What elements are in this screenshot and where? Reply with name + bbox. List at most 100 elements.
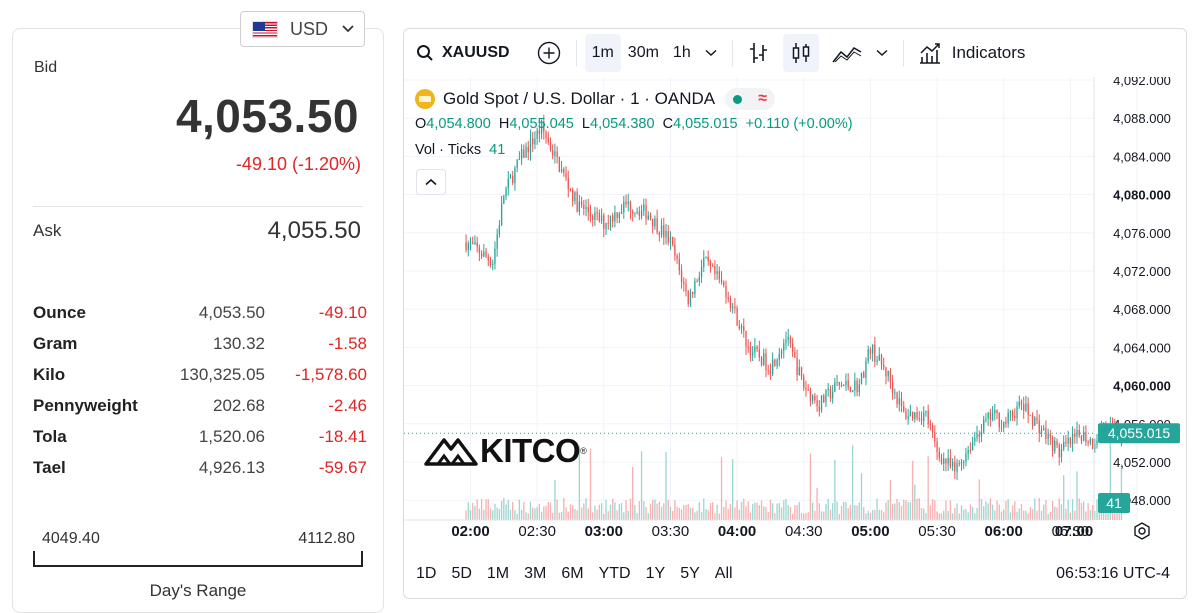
candle-body — [980, 431, 983, 437]
x-tick-label: 05:30 — [918, 523, 956, 540]
volume-bar — [938, 513, 940, 520]
price-chart[interactable]: 4,092.000 4,088.000 4,084.000 4,080.000 4,07… — [404, 77, 1187, 557]
chevron-down-icon — [705, 49, 717, 57]
volume-bar — [878, 509, 880, 520]
x-tick-label: 06:30 — [1052, 523, 1090, 540]
volume-bar — [1065, 508, 1067, 520]
volume-bar — [958, 513, 960, 520]
candle-body — [1011, 411, 1014, 417]
candle-body — [534, 138, 536, 145]
area-style-button[interactable] — [825, 34, 869, 72]
candle-body — [820, 395, 823, 411]
candle-body — [525, 146, 527, 158]
y-tick-label: 4,068.000 — [1113, 302, 1171, 317]
volume-bar — [692, 507, 694, 520]
volume-bar — [634, 505, 636, 520]
candle-body — [503, 196, 505, 204]
volume-bar — [925, 513, 927, 520]
ask-value: 4,055.50 — [267, 217, 361, 244]
volume-bar — [1116, 512, 1118, 520]
candle-body — [796, 357, 798, 376]
indicators-label: Indicators — [951, 43, 1026, 62]
timeframe-1m[interactable]: 1M — [486, 565, 510, 582]
volume-bar — [891, 504, 894, 520]
interval-1m[interactable]: 1m — [584, 34, 621, 72]
volume-bar — [656, 503, 658, 520]
volume-bar — [756, 502, 758, 520]
timeframe-ytd[interactable]: YTD — [598, 565, 631, 582]
volume-bar — [743, 498, 745, 520]
high-label: H — [498, 116, 510, 132]
candle-body — [636, 211, 638, 213]
chart-type-dropdown[interactable] — [869, 34, 895, 72]
candle-body — [894, 392, 896, 394]
collapse-legend-button[interactable] — [416, 169, 446, 195]
toolbar-separator — [902, 40, 904, 66]
volume-bar — [914, 484, 916, 520]
volume-bar — [627, 510, 629, 520]
market-open-dot-icon — [733, 94, 743, 104]
volume-bar — [854, 505, 856, 520]
candle-body — [507, 178, 509, 188]
volume-bar — [696, 510, 698, 520]
candles-style-button[interactable] — [782, 34, 819, 72]
currency-selector[interactable]: USD — [240, 11, 365, 47]
volume-bar — [767, 511, 769, 520]
volume-bar — [716, 504, 718, 520]
volume-bar — [654, 499, 656, 520]
unit-price: 202.68 — [213, 395, 265, 415]
timeframe-3m[interactable]: 3M — [524, 565, 547, 582]
interval-30m[interactable]: 30m — [627, 44, 659, 61]
interval-dropdown[interactable] — [698, 34, 724, 72]
volume-bar — [652, 500, 654, 520]
bid-value: 4,053.50 — [175, 90, 359, 142]
timeframe-5y[interactable]: 5Y — [680, 565, 700, 582]
candle-body — [1089, 439, 1092, 444]
volume-bar — [512, 502, 514, 520]
candle-body — [658, 232, 661, 236]
candle-body — [1034, 417, 1036, 426]
volume-bar — [669, 506, 672, 520]
bar-style-button[interactable] — [741, 34, 777, 72]
volume-bar — [860, 473, 863, 520]
candle-body — [756, 346, 758, 350]
indicators-button[interactable]: Indicators — [918, 42, 1026, 64]
timeframe-5d[interactable]: 5D — [451, 565, 472, 582]
volume-bar — [760, 500, 763, 520]
bars-style-icon — [749, 43, 767, 63]
candle-body — [920, 418, 923, 422]
timeframe-6m[interactable]: 6M — [561, 565, 584, 582]
timeframe-1y[interactable]: 1Y — [645, 565, 666, 582]
volume-bar — [667, 500, 669, 520]
symbol-search[interactable]: XAUUSD — [416, 44, 510, 62]
volume-bar — [518, 499, 521, 520]
volume-bar — [731, 459, 734, 520]
volume-bar — [856, 505, 858, 520]
y-tick-label: 4,060.000 — [1113, 379, 1171, 394]
candle-body — [1045, 428, 1047, 439]
volume-bar — [487, 499, 489, 520]
chart-settings-icon[interactable] — [1134, 522, 1150, 540]
compare-button[interactable] — [530, 34, 568, 72]
candle-body — [923, 412, 925, 422]
change-value: +0.110 (+0.00%) — [745, 116, 853, 132]
market-status-pill[interactable]: ≈ — [725, 88, 776, 110]
candle-body — [849, 387, 852, 392]
unit-name: Gram — [33, 333, 78, 353]
candle-body — [1094, 444, 1096, 450]
candle-body — [547, 138, 549, 142]
divider — [33, 206, 363, 207]
volume-bar — [783, 500, 785, 520]
candle-body — [1065, 442, 1067, 444]
y-tick-label: 4,088.000 — [1113, 111, 1171, 126]
timeframe-1d[interactable]: 1D — [416, 565, 437, 582]
candle-body — [674, 244, 676, 256]
interval-1h[interactable]: 1h — [672, 44, 691, 61]
volume-bar — [594, 505, 596, 520]
candle-body — [538, 130, 541, 134]
timeframe-all[interactable]: All — [714, 565, 733, 582]
candle-body — [816, 400, 818, 407]
candle-body — [851, 390, 854, 392]
volume-bar — [707, 510, 709, 520]
candle-body — [771, 359, 774, 374]
